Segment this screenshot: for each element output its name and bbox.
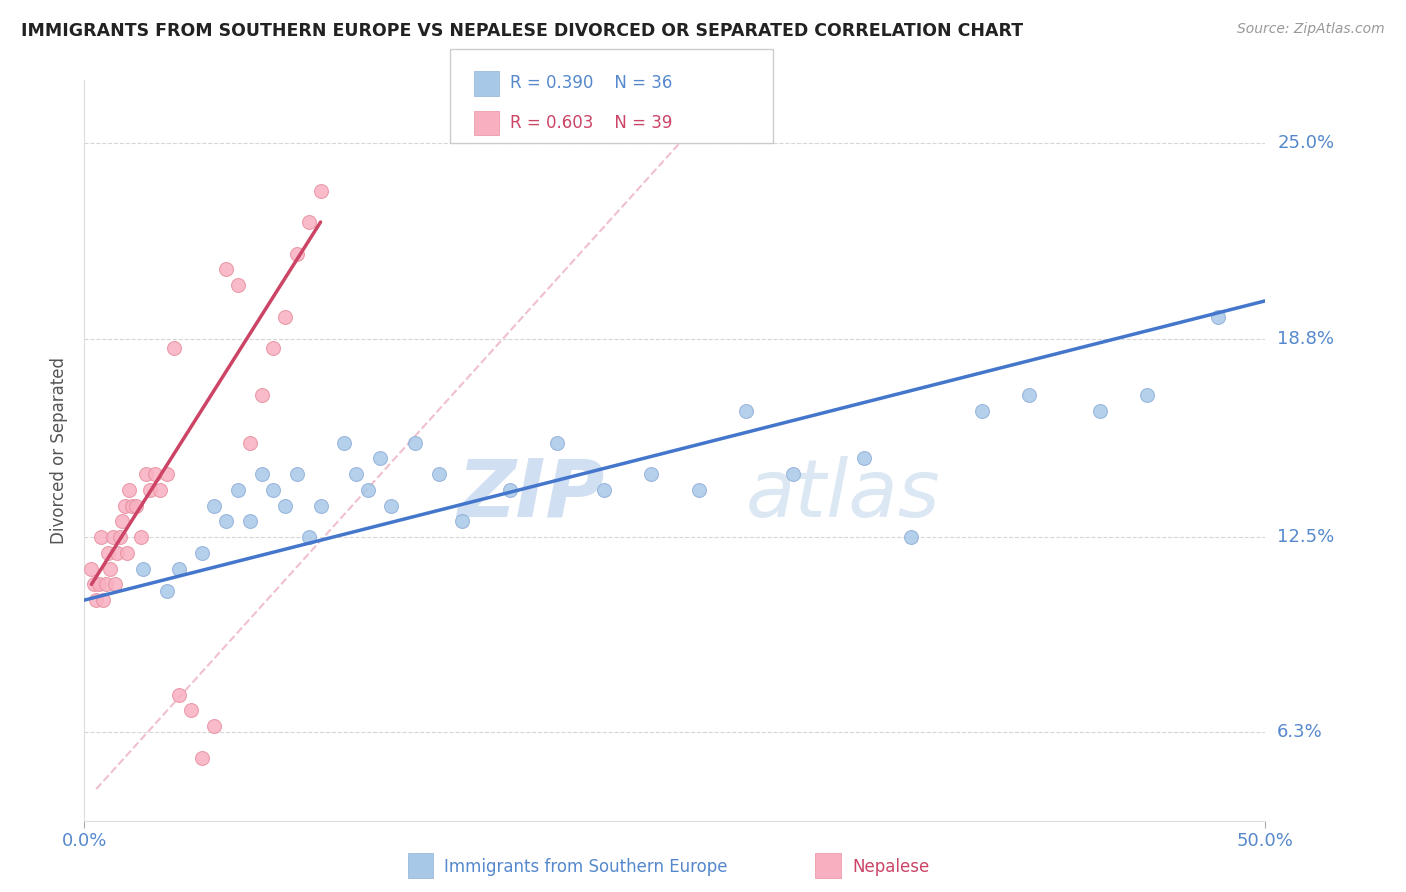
Point (451, 514, 474, 528)
Point (427, 467, 450, 481)
Text: 6.3%: 6.3% (1277, 723, 1323, 741)
Point (298, 530, 321, 544)
Point (309, 499, 332, 513)
Point (143, 467, 166, 481)
Point (83, 577, 105, 591)
Point (107, 546, 129, 560)
Point (404, 435, 426, 450)
Point (344, 467, 367, 481)
Point (250, 388, 273, 402)
Point (262, 483, 284, 497)
Point (115, 546, 138, 560)
Text: 25.0%: 25.0% (1277, 135, 1334, 153)
Point (239, 435, 262, 450)
Point (640, 467, 662, 481)
Point (202, 499, 225, 513)
Point (285, 246, 308, 260)
Point (734, 404, 756, 418)
Text: 18.8%: 18.8% (1277, 330, 1334, 348)
Point (108, 530, 131, 544)
Point (546, 435, 568, 450)
Point (970, 404, 993, 418)
Point (309, 184, 332, 198)
Point (156, 467, 179, 481)
Point (149, 483, 172, 497)
Point (121, 499, 143, 513)
Point (782, 467, 804, 481)
Point (104, 577, 127, 591)
Point (167, 561, 190, 575)
Point (593, 483, 616, 497)
Point (191, 546, 214, 560)
Point (215, 262, 238, 277)
Point (114, 499, 136, 513)
Point (84, 593, 107, 607)
Point (1206, 310, 1229, 324)
Point (298, 215, 321, 229)
Point (118, 483, 141, 497)
Point (285, 467, 308, 481)
Text: R = 0.603    N = 39: R = 0.603 N = 39 (510, 114, 672, 132)
Point (125, 499, 148, 513)
Point (90, 530, 112, 544)
Point (380, 499, 402, 513)
Text: atlas: atlas (745, 456, 941, 534)
Y-axis label: Divorced or Separated: Divorced or Separated (51, 357, 69, 544)
Point (498, 483, 520, 497)
Point (80, 561, 103, 575)
Point (202, 719, 225, 733)
Text: Immigrants from Southern Europe: Immigrants from Southern Europe (444, 858, 728, 876)
Point (333, 435, 356, 450)
Point (98, 561, 121, 575)
Point (139, 483, 162, 497)
Text: 12.5%: 12.5% (1277, 528, 1334, 546)
Point (900, 530, 922, 544)
Point (129, 530, 152, 544)
Point (688, 483, 710, 497)
Point (357, 483, 380, 497)
Point (852, 451, 875, 466)
Text: Nepalese: Nepalese (852, 858, 929, 876)
Point (250, 467, 273, 481)
Point (111, 514, 134, 528)
Point (101, 530, 124, 544)
Point (262, 341, 284, 355)
Point (156, 583, 179, 598)
Point (94, 577, 117, 591)
Text: IMMIGRANTS FROM SOUTHERN EUROPE VS NEPALESE DIVORCED OR SEPARATED CORRELATION CH: IMMIGRANTS FROM SOUTHERN EUROPE VS NEPAL… (21, 22, 1024, 40)
Point (191, 750, 214, 764)
Point (167, 688, 190, 702)
Point (274, 499, 297, 513)
Point (132, 561, 155, 575)
Point (135, 467, 157, 481)
Point (91, 593, 114, 607)
Point (226, 278, 249, 293)
Point (1018, 388, 1040, 402)
Point (87, 577, 110, 591)
Point (215, 514, 238, 528)
Point (226, 483, 249, 497)
Point (274, 310, 297, 324)
Point (239, 514, 262, 528)
Point (163, 341, 186, 355)
Point (368, 451, 391, 466)
Text: ZIP: ZIP (457, 456, 605, 534)
Point (180, 703, 202, 717)
Point (1136, 388, 1159, 402)
Text: R = 0.390    N = 36: R = 0.390 N = 36 (510, 74, 672, 92)
Text: Source: ZipAtlas.com: Source: ZipAtlas.com (1237, 22, 1385, 37)
Point (97, 546, 120, 560)
Point (1088, 404, 1111, 418)
